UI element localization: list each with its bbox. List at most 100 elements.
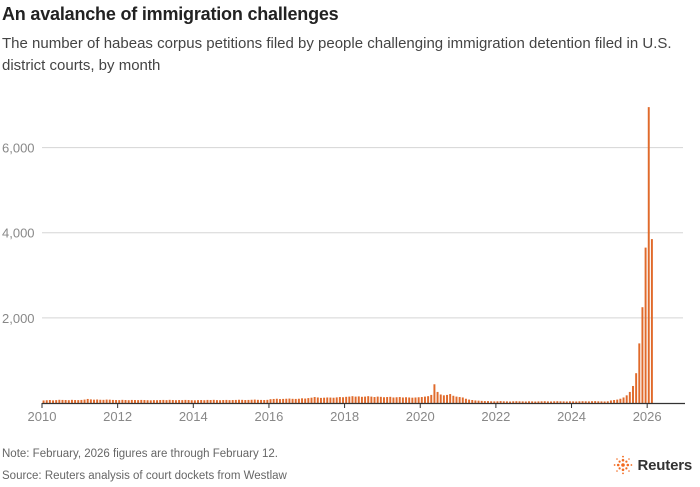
bar: [310, 397, 313, 403]
bar: [159, 400, 162, 403]
bar: [641, 307, 644, 403]
bar: [490, 401, 493, 403]
bar: [342, 397, 344, 403]
bar: [556, 401, 559, 403]
bar: [225, 399, 228, 403]
bar: [559, 401, 562, 403]
bar: [619, 398, 622, 403]
bar: [543, 401, 546, 403]
x-tick-label: 2022: [481, 409, 510, 424]
bar: [115, 400, 118, 403]
bar: [518, 401, 521, 403]
bar: [212, 399, 215, 403]
bar: [373, 397, 376, 403]
bar: [105, 399, 108, 403]
bar: [174, 400, 177, 403]
bar: [442, 395, 445, 403]
bar: [505, 401, 508, 403]
x-tick-label: 2024: [557, 409, 586, 424]
bar: [534, 401, 537, 403]
bar: [55, 400, 58, 403]
bar: [127, 400, 130, 403]
x-tick-label: 2010: [28, 409, 57, 424]
bar: [48, 400, 51, 403]
bar: [616, 399, 619, 403]
bar: [297, 398, 300, 403]
bar: [58, 399, 61, 403]
bar: [152, 400, 155, 403]
bar: [200, 400, 203, 403]
bar: [282, 398, 285, 403]
bar: [86, 398, 89, 403]
bar: [392, 397, 395, 403]
bar: [537, 401, 540, 403]
bar: [77, 400, 80, 403]
bar: [74, 400, 77, 403]
bar: [203, 400, 206, 403]
bar: [140, 399, 143, 403]
bar: [348, 396, 351, 403]
bar: [515, 401, 518, 403]
bar: [386, 397, 389, 403]
bar: [433, 384, 436, 403]
bar: [628, 391, 631, 403]
bar: [301, 398, 304, 403]
bar: [449, 394, 452, 403]
bar: [52, 400, 54, 403]
bar: [215, 400, 218, 403]
reuters-logo[interactable]: Reuters: [613, 455, 692, 475]
bar: [446, 394, 448, 403]
bar: [553, 401, 556, 403]
bar: [509, 401, 512, 403]
bar: [512, 401, 515, 403]
bar: [206, 399, 209, 403]
bar: [587, 401, 590, 403]
bar: [572, 401, 575, 403]
bar: [222, 400, 225, 403]
bar: [329, 397, 332, 403]
bar: [99, 399, 102, 403]
bar: [338, 397, 341, 403]
y-tick-label: 2,000: [2, 311, 35, 326]
bar: [464, 398, 467, 403]
bar: [644, 247, 647, 403]
bar: [411, 397, 414, 403]
bar: [190, 400, 193, 403]
bar: [241, 399, 244, 403]
bar: [121, 399, 124, 403]
bar: [149, 400, 152, 403]
bar: [319, 397, 322, 403]
bar: [480, 400, 483, 403]
bar: [474, 400, 477, 403]
bar: [187, 400, 190, 403]
bar: [96, 399, 99, 403]
bar: [291, 398, 294, 403]
bar: [638, 343, 641, 403]
bar: [439, 394, 442, 403]
bar: [80, 399, 83, 403]
bar: [600, 401, 603, 403]
bar: [594, 401, 597, 403]
bar: [471, 400, 474, 403]
bar: [360, 396, 363, 403]
bar: [124, 400, 127, 403]
bar: [67, 400, 70, 403]
bar: [275, 398, 278, 403]
x-tick-label: 2020: [406, 409, 435, 424]
bar: [316, 397, 319, 403]
bar: [625, 395, 628, 403]
bar: [436, 391, 439, 403]
bar: [263, 400, 266, 403]
bar: [430, 394, 433, 403]
bar: [613, 400, 616, 403]
bar: [609, 400, 612, 403]
bar: [597, 401, 600, 403]
bar: [193, 400, 196, 403]
bar: [234, 399, 237, 403]
bar: [606, 401, 609, 403]
bar: [603, 401, 606, 403]
bar: [272, 398, 275, 403]
bar: [197, 400, 199, 403]
bar: [452, 395, 455, 403]
y-tick-label: 6,000: [2, 141, 35, 156]
